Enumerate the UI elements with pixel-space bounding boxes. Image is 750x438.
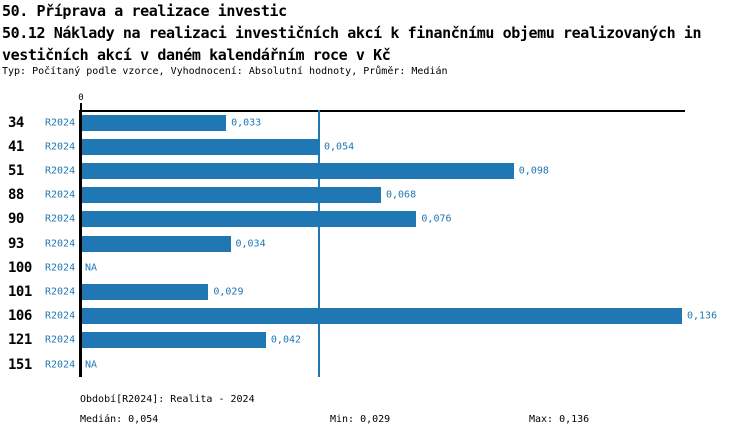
bar-value-label: 0,136 [687, 310, 718, 322]
bar-value-label: 0,033 [231, 117, 262, 129]
row-period-label: R2024 [45, 310, 76, 322]
value-bar [82, 211, 417, 228]
bar-value-label: 0,042 [270, 334, 302, 346]
row-period-label: R2024 [45, 238, 76, 250]
median-reference-line [318, 110, 320, 377]
table-row: 121 R2024 0,042 [0, 328, 750, 352]
table-row: 90 R2024 0,076 [0, 207, 750, 231]
table-row: 34 R2024 0,033 [0, 111, 750, 135]
table-row: 88 R2024 0,068 [0, 183, 750, 207]
row-period-label: R2024 [45, 189, 76, 201]
na-label: NA [85, 359, 98, 371]
row-category-label: 106 [8, 308, 32, 325]
value-bar [82, 138, 320, 155]
row-category-label: 101 [8, 283, 32, 300]
footer-min-stat: Min: 0,029 [330, 414, 391, 425]
chart-title-line-3: vestičních akcí v daném kalendářním roce… [2, 46, 391, 64]
row-period-label: R2024 [45, 359, 76, 371]
row-category-label: 151 [8, 356, 32, 373]
row-category-label: 93 [8, 235, 24, 252]
row-category-label: 121 [8, 332, 32, 349]
row-category-label: 41 [8, 138, 24, 155]
row-category-label: 51 [8, 162, 24, 179]
row-category-label: 88 [8, 187, 24, 204]
footer-max-stat: Max: 0,136 [529, 414, 590, 425]
x-axis-line [80, 110, 685, 112]
row-period-label: R2024 [45, 141, 76, 153]
row-period-label: R2024 [45, 165, 76, 177]
row-period-label: R2024 [45, 262, 76, 274]
value-bar [82, 187, 381, 204]
row-period-label: R2024 [45, 213, 76, 225]
chart-meta-line: Typ: Počítaný podle vzorce, Vyhodnocení:… [2, 66, 448, 77]
y-axis-line [79, 110, 82, 377]
value-bar [82, 308, 682, 325]
row-period-label: R2024 [45, 286, 76, 298]
bar-value-label: 0,076 [421, 213, 452, 225]
value-bar [82, 114, 227, 131]
footer-period-info: Období[R2024]: Realita - 2024 [80, 394, 255, 405]
table-row: 101 R2024 0,029 [0, 280, 750, 304]
table-row: 51 R2024 0,098 [0, 159, 750, 183]
row-period-label: R2024 [45, 334, 76, 346]
value-bar [82, 332, 266, 349]
bar-value-label: 0,054 [324, 141, 355, 153]
table-row: 151 R2024 NA [0, 353, 750, 377]
bar-value-label: 0,068 [386, 189, 417, 201]
bar-value-label: 0,034 [235, 238, 266, 250]
row-category-label: 90 [8, 211, 24, 228]
row-period-label: R2024 [45, 117, 76, 129]
x-axis-zero-tick [79, 103, 82, 110]
chart-title-line-2: 50.12 Náklady na realizaci investičních … [2, 24, 702, 42]
na-label: NA [85, 262, 98, 274]
x-axis-zero-tick-label: 0 [78, 93, 84, 103]
table-row: 41 R2024 0,054 [0, 135, 750, 159]
bar-value-label: 0,029 [213, 286, 244, 298]
row-category-label: 100 [8, 259, 32, 276]
value-bar [82, 235, 231, 252]
table-row: 100 R2024 NA [0, 256, 750, 280]
table-row: 93 R2024 0,034 [0, 232, 750, 256]
footer-median-stat: Medián: 0,054 [80, 414, 159, 425]
chart-title-line-1: 50. Příprava a realizace investic [2, 2, 287, 20]
bar-value-label: 0,098 [518, 165, 549, 177]
row-category-label: 34 [8, 114, 24, 131]
value-bar [82, 283, 209, 300]
value-bar [82, 162, 514, 179]
table-row: 106 R2024 0,136 [0, 304, 750, 328]
